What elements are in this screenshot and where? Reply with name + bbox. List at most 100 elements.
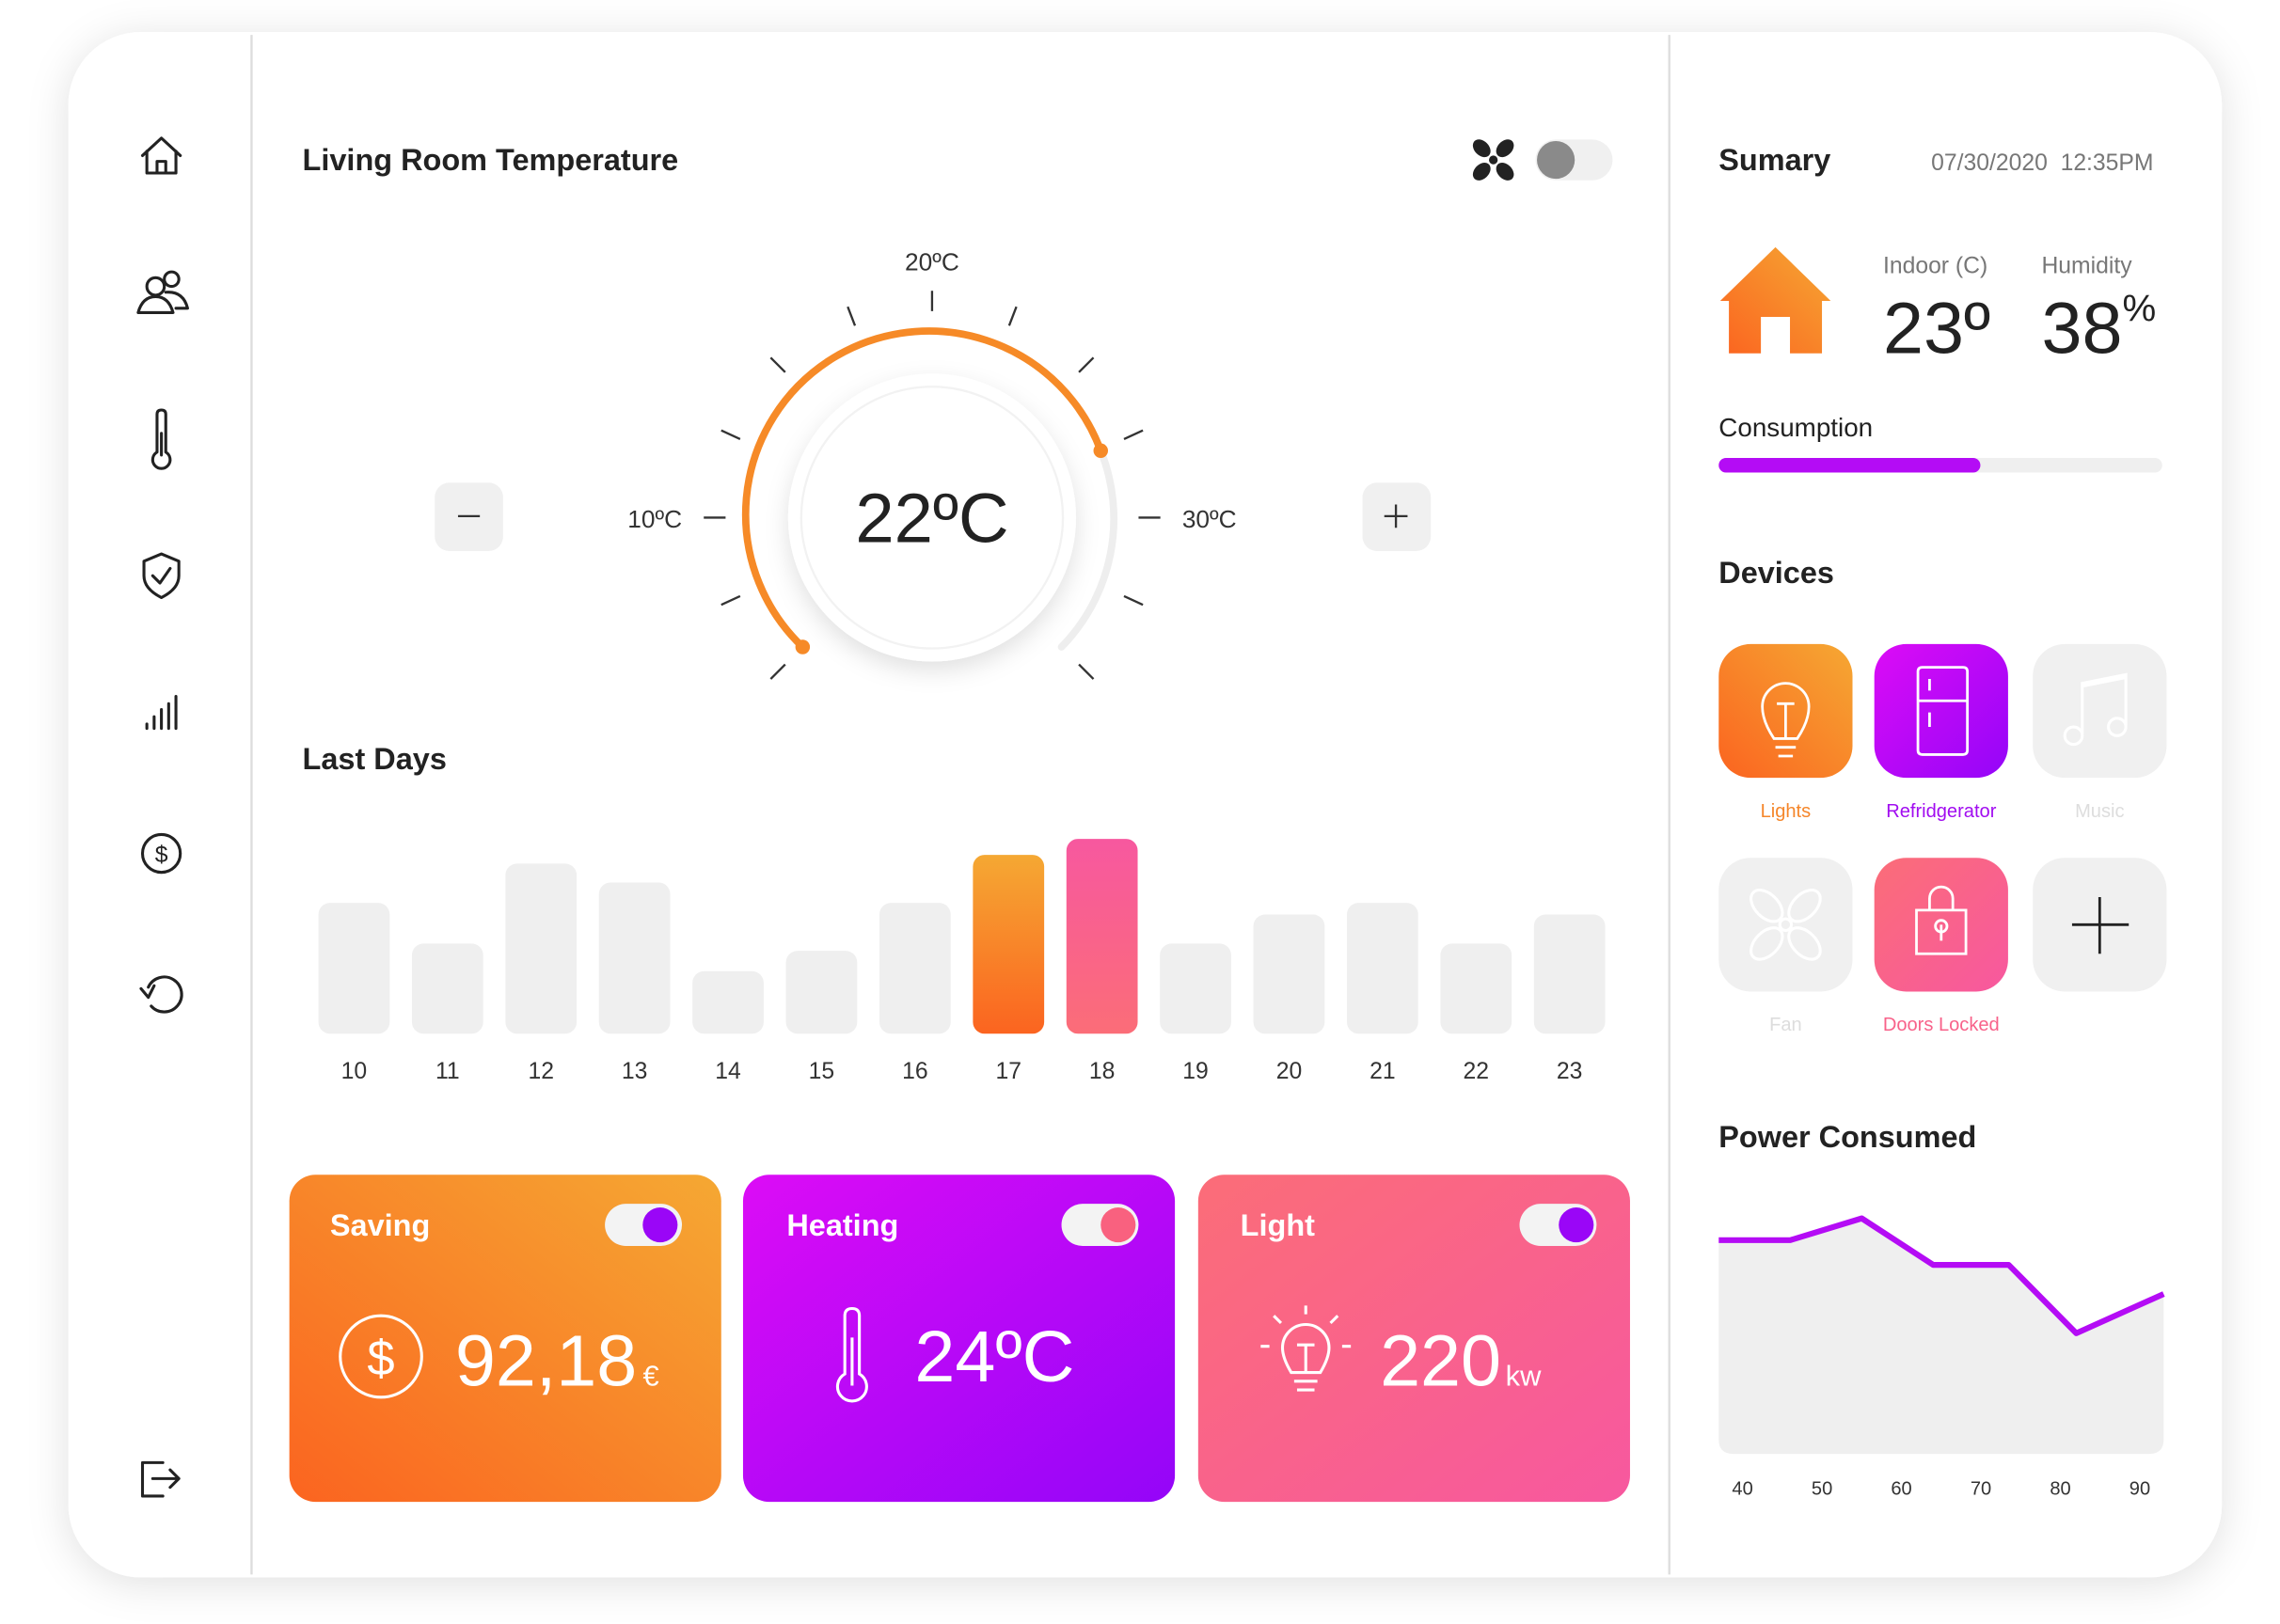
bar bbox=[973, 855, 1045, 1034]
fridge-icon bbox=[1916, 666, 1970, 756]
plus-icon bbox=[2071, 896, 2130, 954]
gauge-dial bbox=[787, 373, 1076, 662]
x-tick-label: 18 bbox=[1089, 1059, 1115, 1084]
bar bbox=[1440, 943, 1512, 1034]
gauge-arc bbox=[741, 327, 1105, 651]
x-tick-label: 11 bbox=[435, 1059, 460, 1084]
section-title: Last Days bbox=[303, 742, 447, 776]
unit: % bbox=[2122, 288, 2156, 330]
card-value: 220 kw bbox=[1380, 1320, 1542, 1401]
x-tick-label: 60 bbox=[1891, 1478, 1911, 1499]
bar bbox=[1346, 903, 1418, 1034]
bar bbox=[1533, 914, 1606, 1034]
gauge-handle bbox=[795, 639, 811, 654]
section-title: Living Room Temperature bbox=[303, 143, 679, 177]
house-icon bbox=[1719, 246, 1831, 354]
device-fan[interactable] bbox=[1718, 858, 1853, 992]
card-title: Saving bbox=[330, 1208, 430, 1242]
x-tick-label: 14 bbox=[715, 1059, 741, 1084]
unit: kw bbox=[1506, 1359, 1542, 1392]
nav-users[interactable] bbox=[136, 270, 189, 314]
x-tick-label: 80 bbox=[2050, 1478, 2070, 1499]
nav-temperature[interactable] bbox=[150, 408, 172, 470]
x-tick-label: 13 bbox=[622, 1059, 647, 1084]
bar bbox=[1160, 943, 1231, 1034]
x-tick-label: 22 bbox=[1464, 1059, 1489, 1084]
gauge-ticks bbox=[704, 291, 1161, 680]
gauge-label: 10ºC bbox=[627, 505, 682, 533]
line bbox=[1718, 1215, 2165, 1336]
toggle-knob bbox=[1100, 1207, 1136, 1243]
x-tick-label: 20 bbox=[1276, 1059, 1302, 1084]
progress-label: Consumption bbox=[1718, 413, 1873, 442]
bulb-icon bbox=[1260, 1305, 1352, 1392]
x-tick-label: 50 bbox=[1812, 1478, 1832, 1499]
plus-icon bbox=[1384, 504, 1408, 528]
section-title: Sumary bbox=[1718, 143, 1830, 177]
gauge-track bbox=[1057, 447, 1118, 651]
area bbox=[1718, 1218, 2164, 1455]
nav-history[interactable] bbox=[139, 975, 183, 1014]
card-title: Heating bbox=[786, 1208, 898, 1242]
bar bbox=[1066, 839, 1138, 1034]
bar bbox=[411, 943, 483, 1034]
bar bbox=[785, 951, 858, 1034]
nav-logout[interactable] bbox=[140, 1460, 181, 1498]
device-label: Refridgerator bbox=[1886, 801, 1996, 822]
dollar-sign: $ bbox=[367, 1332, 394, 1387]
bar bbox=[1253, 914, 1325, 1034]
stat-label: Humidity bbox=[2041, 254, 2132, 279]
dollar-icon bbox=[339, 1314, 423, 1399]
x-tick-label: 12 bbox=[528, 1059, 553, 1084]
saving-card[interactable] bbox=[289, 1175, 721, 1503]
stat-value: 23º bbox=[1883, 289, 1990, 370]
x-tick-label: 15 bbox=[809, 1059, 834, 1084]
device-label: Music bbox=[2075, 801, 2124, 822]
music-icon bbox=[2063, 725, 2084, 747]
bar bbox=[318, 903, 390, 1034]
lock-icon bbox=[1934, 919, 1949, 934]
x-tick-label: 19 bbox=[1182, 1059, 1208, 1084]
heating-card[interactable] bbox=[742, 1175, 1176, 1503]
x-tick-label: 17 bbox=[995, 1059, 1021, 1084]
toggle-knob bbox=[1537, 140, 1575, 180]
bar bbox=[879, 903, 951, 1034]
progress-bar bbox=[1718, 458, 1981, 473]
device-label: Doors Locked bbox=[1883, 1015, 2000, 1035]
card-value: 24ºC bbox=[914, 1317, 1074, 1397]
toggle-knob bbox=[642, 1207, 678, 1243]
section-title: Power Consumed bbox=[1718, 1120, 1976, 1154]
value: 220 bbox=[1380, 1320, 1501, 1401]
device-fridge[interactable] bbox=[1874, 643, 2008, 779]
bar bbox=[505, 863, 578, 1034]
x-tick-label: 10 bbox=[341, 1059, 367, 1084]
x-tick-label: 21 bbox=[1370, 1059, 1395, 1084]
stat-value: 38% bbox=[2041, 288, 2156, 370]
device-music[interactable] bbox=[2033, 643, 2167, 779]
datetime: 07/30/2020 12:35PM bbox=[1931, 150, 2153, 176]
music-icon bbox=[2081, 672, 2128, 734]
nav-billing[interactable]: $ bbox=[140, 832, 182, 875]
gauge-ring bbox=[800, 386, 1065, 650]
nav-security[interactable] bbox=[142, 552, 181, 599]
light-card[interactable] bbox=[1197, 1175, 1630, 1503]
x-tick-label: 16 bbox=[902, 1059, 927, 1084]
stat-label: Indoor (C) bbox=[1883, 254, 1987, 279]
x-tick-label: 40 bbox=[1732, 1478, 1752, 1499]
value: 92,18 bbox=[455, 1320, 637, 1401]
bar bbox=[692, 970, 764, 1034]
gauge-label: 20ºC bbox=[905, 248, 959, 276]
svg-text:$: $ bbox=[155, 843, 168, 868]
nav-stats[interactable] bbox=[145, 695, 178, 731]
nav-home[interactable] bbox=[140, 136, 182, 175]
bar bbox=[598, 882, 671, 1034]
x-tick-label: 70 bbox=[1971, 1478, 1991, 1499]
card-value: 92,18 € bbox=[455, 1320, 659, 1401]
section-title: Devices bbox=[1718, 556, 1834, 590]
device-label: Lights bbox=[1761, 801, 1812, 822]
fan-icon bbox=[1750, 888, 1822, 961]
card-title: Light bbox=[1241, 1208, 1315, 1242]
thermometer-icon bbox=[835, 1306, 868, 1403]
